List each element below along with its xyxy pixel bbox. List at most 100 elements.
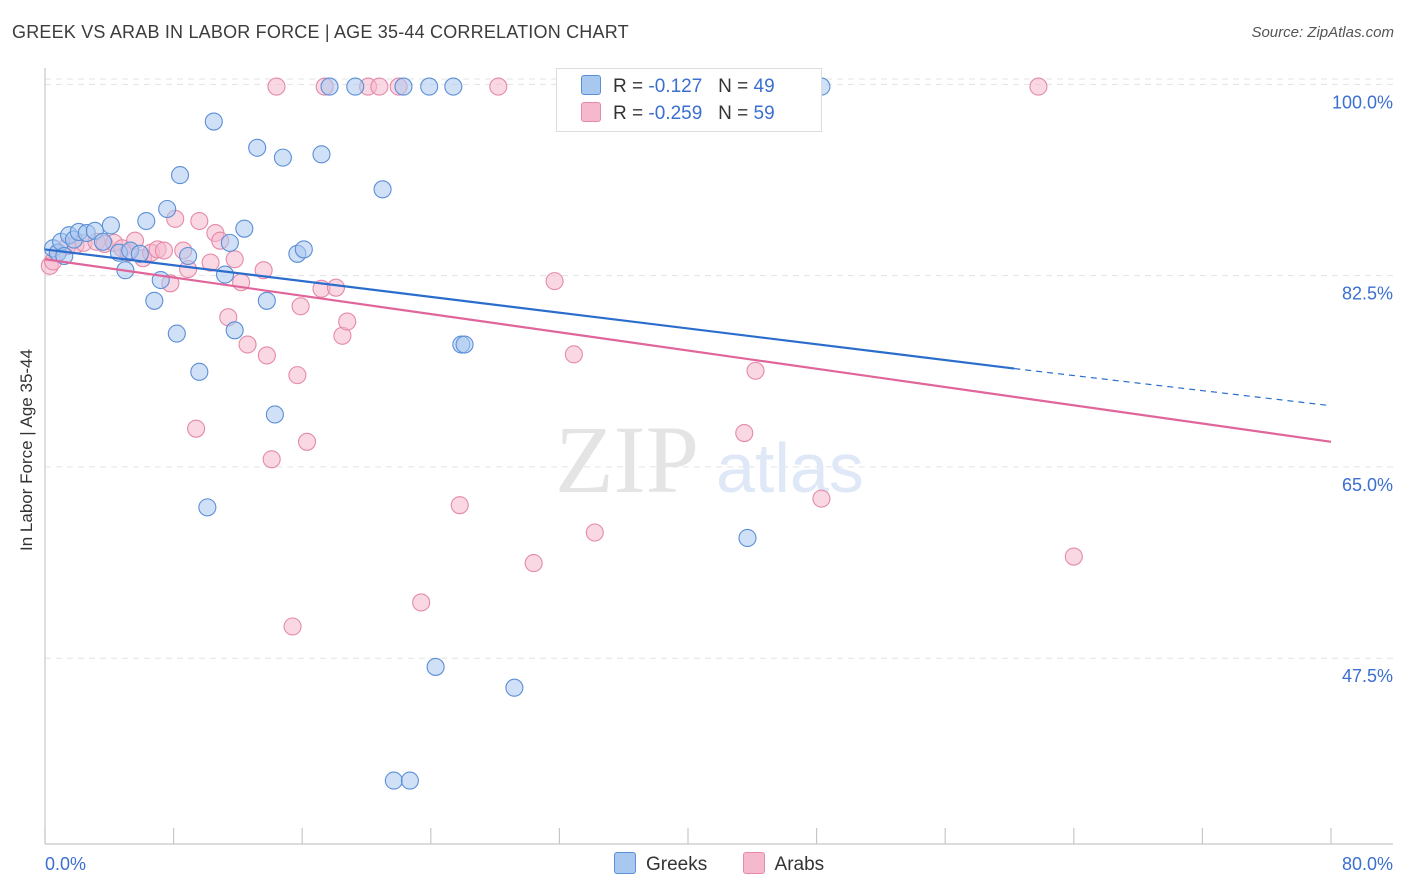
series-legend: Greeks Arabs [614, 852, 854, 876]
arabs-point [489, 77, 508, 96]
y-tick-label: 82.5% [1342, 284, 1393, 304]
greeks-point [257, 291, 276, 310]
axis-layer [44, 68, 1393, 845]
legend-n-label: N = [718, 103, 749, 124]
legend-row-arabs: R = -0.259 N = 59 [581, 102, 775, 126]
arabs-point [812, 489, 831, 508]
arabs-point [338, 312, 357, 331]
greeks-point [312, 145, 331, 164]
greeks-point [346, 77, 365, 96]
x-tick-label-max: 80.0% [1342, 854, 1393, 874]
arabs-point [267, 77, 286, 96]
greeks-trend-line [44, 248, 1015, 370]
greeks-points [43, 77, 831, 790]
arabs-point [412, 593, 431, 612]
greeks-point [198, 498, 217, 517]
greeks-point [426, 657, 445, 676]
arabs-point [746, 361, 765, 380]
arabs-point [370, 77, 389, 96]
arabs-point [238, 335, 257, 354]
greeks-point [273, 148, 292, 167]
arabs-point [326, 278, 346, 297]
arabs-point [297, 432, 317, 451]
arabs-point [524, 554, 543, 573]
greeks-point [738, 528, 757, 548]
trend-lines [44, 248, 1332, 443]
arabs-point [735, 423, 754, 443]
arabs-point [262, 450, 281, 469]
y-tick-label: 47.5% [1342, 666, 1393, 686]
watermark-zip: ZIP [555, 406, 699, 513]
x-tick-label-min: 0.0% [45, 854, 86, 874]
greeks-trend-extension [1014, 367, 1332, 407]
greeks-point [235, 219, 254, 238]
source-label: Source: ZipAtlas.com [1251, 24, 1394, 41]
series-label-arabs: Arabs [774, 854, 825, 875]
stats-legend: R = -0.127 N = 49 R = -0.259 N = 59 [556, 68, 822, 132]
y-axis-label: In Labor Force | Age 35-44 [17, 349, 36, 551]
y-axis-label-wrap: In Labor Force | Age 35-44 [12, 300, 42, 600]
arabs-point [201, 253, 220, 272]
arabs-point [545, 272, 564, 291]
greeks-point [170, 166, 190, 185]
greeks-point [137, 211, 156, 231]
legend-n-value-greeks: 49 [753, 76, 775, 97]
legend-swatch-arabs [581, 102, 601, 122]
greeks-point [294, 240, 313, 259]
greeks-point [248, 138, 267, 157]
series-legend-arabs[interactable]: Arabs [742, 852, 825, 876]
greeks-point [190, 362, 209, 381]
legend-r-value-arabs: -0.259 [648, 103, 703, 124]
series-legend-greeks[interactable]: Greeks [614, 852, 707, 876]
series-label-greeks: Greeks [646, 854, 708, 875]
legend-r-label: R = [613, 76, 644, 97]
tick-labels: 47.5% 65.0% 82.5% 100.0% 0.0% 80.0% [45, 92, 1393, 874]
arabs-point [291, 297, 310, 316]
greeks-point [505, 678, 524, 697]
arabs-point [225, 250, 244, 269]
arabs-point [283, 617, 302, 636]
greeks-point [167, 324, 186, 343]
greeks-point [320, 77, 339, 96]
greeks-point [145, 291, 164, 310]
greeks-point [384, 771, 403, 790]
greeks-point [101, 216, 120, 235]
greeks-point [373, 180, 392, 199]
legend-n-label: N = [718, 76, 749, 97]
greeks-point [265, 405, 284, 424]
arabs-point [288, 366, 307, 385]
y-tick-label: 100.0% [1332, 92, 1393, 112]
arabs-points [40, 77, 1083, 636]
greeks-point [225, 321, 244, 340]
arabs-point [1064, 547, 1083, 566]
legend-swatch-greeks [581, 75, 601, 95]
greeks-point [158, 199, 177, 219]
legend-r-value-greeks: -0.127 [648, 76, 703, 97]
greeks-point [444, 77, 463, 96]
arabs-point [564, 345, 583, 364]
arabs-trend-line [44, 258, 1332, 443]
watermark: ZIP atlas [555, 406, 864, 513]
arabs-point [254, 261, 273, 280]
arabs-point [154, 241, 174, 260]
greeks-point [215, 265, 235, 284]
arabs-point [450, 496, 469, 515]
legend-n-value-arabs: 59 [753, 103, 775, 124]
y-tick-label: 65.0% [1342, 475, 1393, 495]
greeks-point [130, 244, 149, 263]
legend-r-label: R = [613, 103, 644, 124]
arabs-point [187, 419, 206, 438]
arabs-point [1029, 77, 1048, 96]
series-swatch-greeks [614, 852, 636, 874]
legend-row-greeks: R = -0.127 N = 49 [581, 75, 775, 99]
watermark-atlas: atlas [716, 429, 864, 507]
arabs-point [190, 211, 209, 231]
greeks-point [394, 77, 413, 96]
greeks-point [93, 232, 112, 251]
greeks-point [400, 771, 419, 790]
series-swatch-arabs [742, 852, 765, 874]
greeks-point [179, 246, 198, 266]
arabs-point [585, 523, 604, 542]
chart-title: GREEK VS ARAB IN LABOR FORCE | AGE 35-44… [12, 22, 629, 42]
